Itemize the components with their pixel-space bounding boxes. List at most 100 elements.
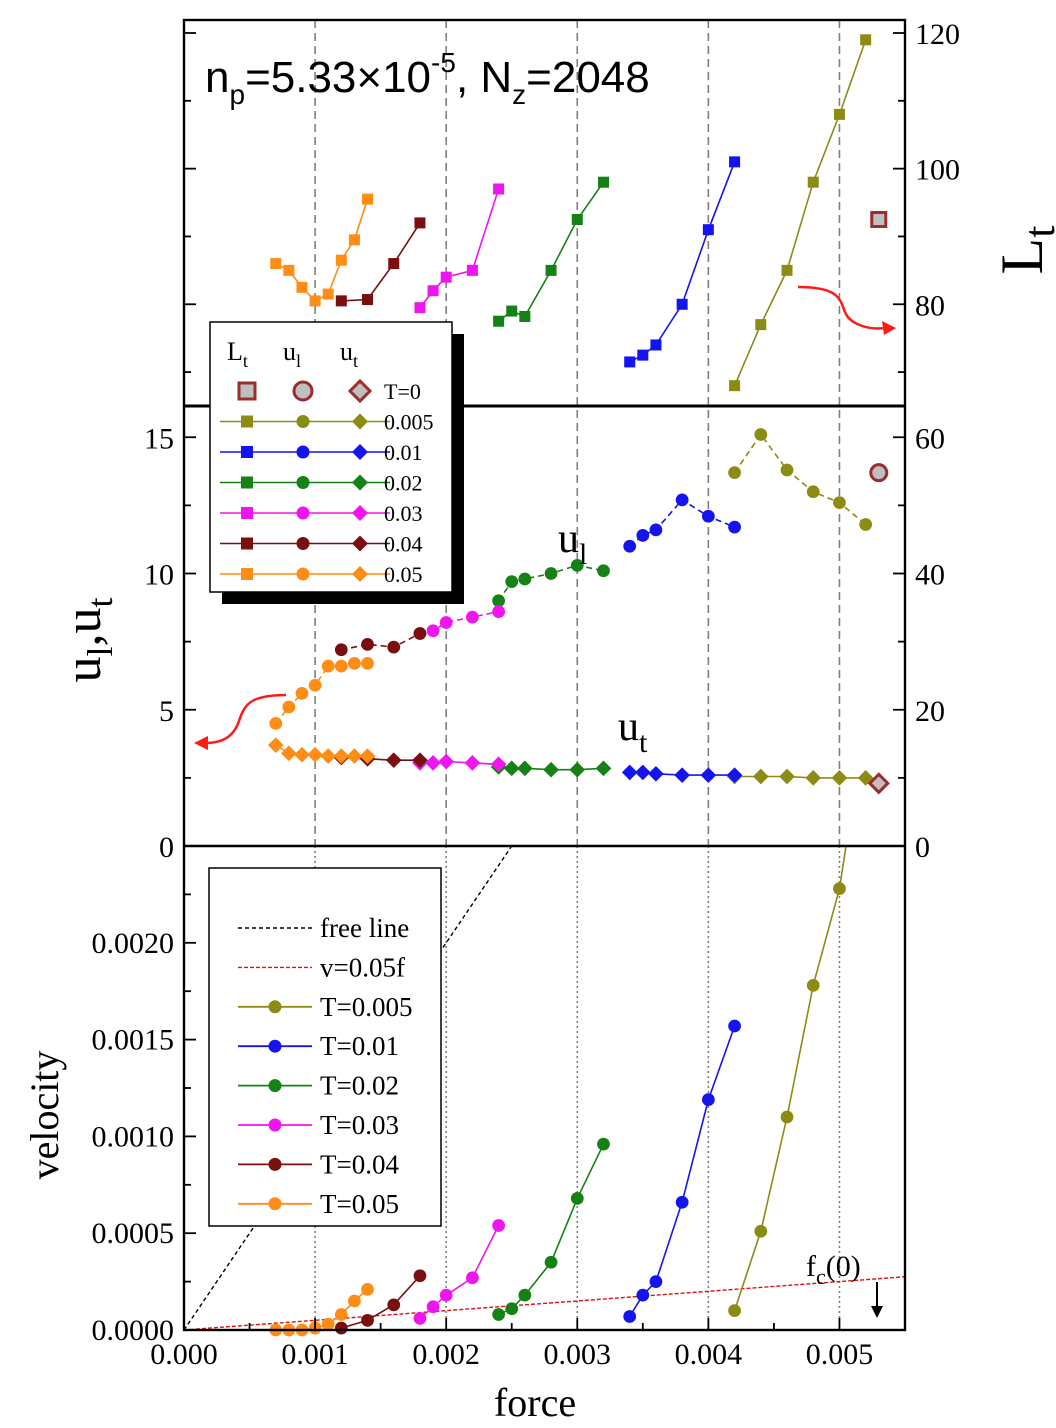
legend-lt-marker bbox=[241, 568, 253, 580]
velocity-point bbox=[636, 1288, 650, 1302]
ul-series-point bbox=[623, 539, 637, 553]
velocity-line bbox=[733, 845, 847, 1311]
legend-ut-marker bbox=[347, 378, 373, 404]
ul-series-point bbox=[492, 594, 505, 608]
ut-series-point bbox=[543, 761, 559, 778]
ul-series-point bbox=[728, 520, 741, 534]
lt-series-point bbox=[781, 264, 793, 276]
ut-series-point bbox=[779, 768, 795, 785]
velocity-tick-label: 0.0010 bbox=[92, 1120, 175, 1153]
velocity-legend-row: free line bbox=[238, 913, 409, 943]
legend-row-T=0.03: 0.03 bbox=[220, 501, 423, 526]
legend-header: ul bbox=[283, 337, 301, 371]
velocity-point bbox=[439, 1288, 453, 1302]
velocity-point bbox=[675, 1195, 689, 1209]
ut-series-point bbox=[595, 760, 612, 777]
u-tick-label: 0 bbox=[159, 831, 174, 864]
u-right-tick-label: 40 bbox=[915, 559, 945, 592]
ul-series-T=0.02 bbox=[492, 558, 610, 608]
legend-lt-marker bbox=[241, 537, 253, 550]
velocity-legend-label: T=0.03 bbox=[320, 1110, 399, 1140]
velocity-point bbox=[426, 1300, 440, 1314]
ul-series-line bbox=[341, 632, 421, 651]
lt-series-T=0.03 bbox=[414, 183, 505, 314]
lt-series-point bbox=[322, 288, 334, 300]
velocity-point bbox=[728, 1304, 741, 1318]
ul-series-point bbox=[859, 518, 873, 531]
ut-series-T=0.05 bbox=[267, 737, 376, 764]
u-panel bbox=[267, 428, 890, 795]
ut-series-point bbox=[752, 768, 769, 785]
lt-series-point bbox=[597, 176, 609, 188]
lt-tick-label: 100 bbox=[915, 154, 960, 187]
left-u-ylabel: ul,ut bbox=[55, 597, 120, 682]
lt-series-point bbox=[335, 254, 347, 266]
lt-series-point bbox=[296, 281, 308, 293]
velocity-point bbox=[387, 1298, 401, 1312]
lt-series-T=0 bbox=[870, 211, 888, 228]
velocity-legend-label: T=0.005 bbox=[320, 992, 412, 1022]
lt-series-point bbox=[755, 319, 767, 331]
legend-ul-marker bbox=[296, 476, 310, 489]
lt-series-point bbox=[493, 315, 505, 327]
ul-series-line bbox=[733, 433, 867, 526]
u-tick-label: 5 bbox=[159, 695, 174, 728]
ut-point bbox=[867, 772, 890, 795]
velocity-point bbox=[413, 1312, 427, 1325]
lt-tick-label: 120 bbox=[915, 18, 960, 51]
u-axis-arrow bbox=[194, 693, 287, 750]
ut-series-point bbox=[726, 767, 743, 783]
lt-series-line bbox=[733, 39, 867, 387]
ul-series-point bbox=[780, 463, 794, 477]
velocity-point bbox=[754, 1224, 768, 1238]
top-title: np=5.33×10-5, Nz=2048 bbox=[205, 47, 650, 110]
legend-series-marker bbox=[268, 1000, 282, 1014]
lt-series-T=0.01 bbox=[624, 156, 741, 368]
lt-series-point bbox=[571, 214, 583, 225]
ul-series-line bbox=[275, 662, 368, 724]
ul-series-point bbox=[833, 496, 846, 510]
ul-series-point bbox=[348, 657, 361, 670]
lt-series-point bbox=[860, 34, 872, 46]
ut-series-T=0.005 bbox=[726, 768, 874, 786]
legend-ul-marker bbox=[296, 506, 310, 520]
lt-series-line bbox=[498, 181, 605, 322]
legend-series-marker bbox=[268, 1157, 282, 1171]
ul-series-point bbox=[492, 605, 505, 619]
lt-series-T=0.04 bbox=[335, 217, 426, 307]
velocity-point bbox=[492, 1219, 505, 1232]
x-tick-label: 0.004 bbox=[675, 1338, 743, 1371]
velocity-legend-label: free line bbox=[320, 913, 409, 943]
lt-series-point bbox=[729, 156, 741, 168]
ul-series-point bbox=[295, 687, 309, 700]
velocity-legend-row: T=0.04 bbox=[238, 1149, 399, 1179]
ut-series-point bbox=[425, 755, 441, 771]
ut-series-point bbox=[503, 760, 520, 777]
ul-series-point bbox=[269, 716, 283, 730]
u-legend: Lt ul ut T=0 0.005 0.01 0.02 0.03 0.04 0.05 bbox=[209, 321, 464, 604]
legend-row-label: 0.02 bbox=[384, 471, 423, 496]
ul-series-T=0.03 bbox=[413, 605, 505, 640]
ut-series-point bbox=[359, 748, 376, 764]
legend-row-T=0.01: 0.01 bbox=[220, 440, 423, 465]
u-right-tick-label: 0 bbox=[915, 831, 930, 864]
ut-series-T=0.01 bbox=[621, 764, 743, 783]
x-tick-label: 0.005 bbox=[806, 1338, 874, 1371]
velocity-legend-row: T=0.01 bbox=[238, 1031, 399, 1061]
lt-series-T=0.005 bbox=[729, 34, 872, 392]
legend-header: ut bbox=[340, 337, 358, 371]
x-tick-label: 0.001 bbox=[281, 1338, 349, 1371]
velocity-point bbox=[321, 1317, 335, 1331]
velocity-tick-label: 0.0020 bbox=[92, 927, 175, 960]
u-right-tick-label: 60 bbox=[915, 422, 945, 455]
ut-series-T=0.02 bbox=[490, 759, 612, 778]
velocity-line bbox=[341, 1275, 421, 1329]
ut-series-point bbox=[333, 748, 350, 764]
ut-series-point bbox=[634, 764, 651, 781]
ul-series-point bbox=[675, 493, 689, 507]
lt-series-point bbox=[388, 258, 400, 270]
ut-series-point bbox=[385, 752, 402, 768]
lt-series-point bbox=[283, 264, 295, 276]
velocity-point bbox=[492, 1308, 505, 1321]
velocity-point bbox=[623, 1310, 637, 1323]
